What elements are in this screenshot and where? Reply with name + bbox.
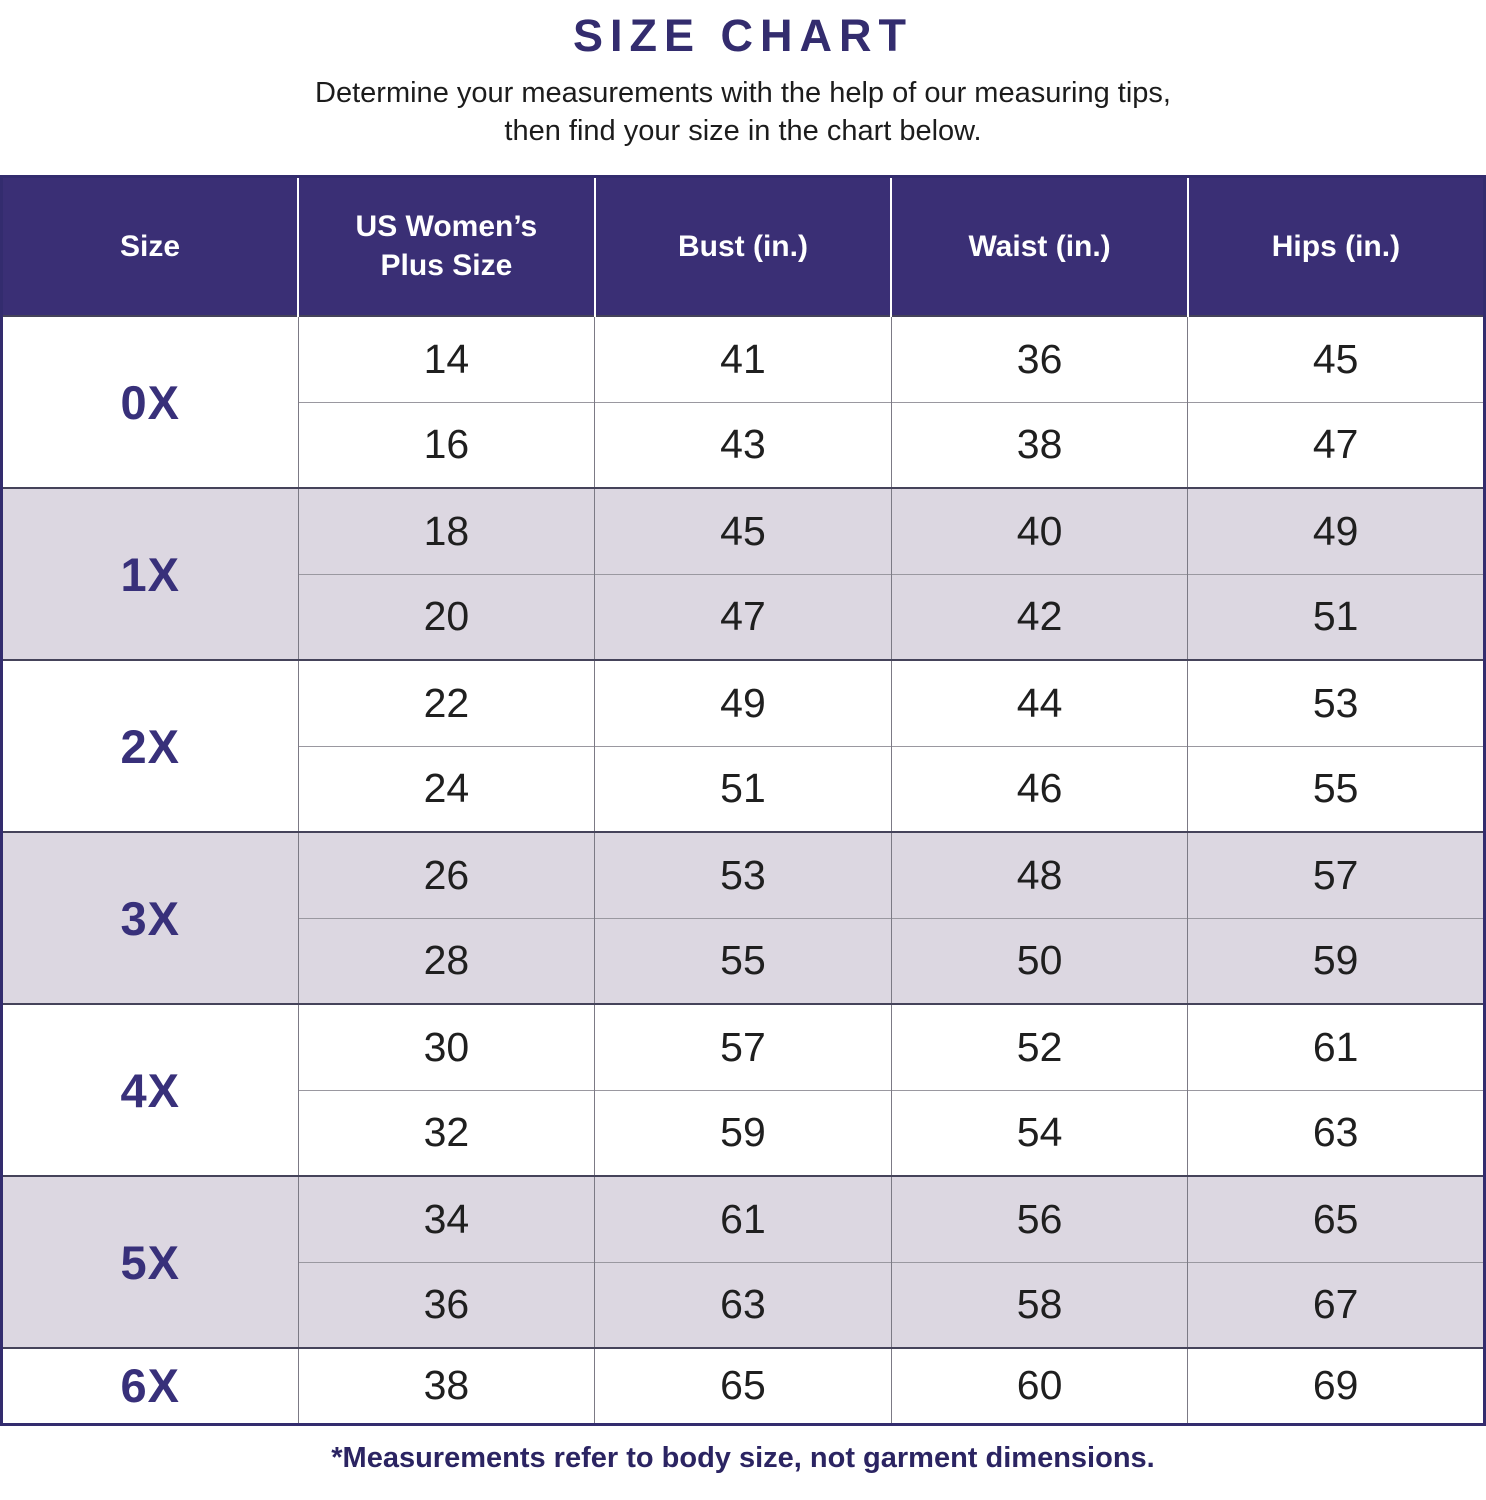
measurement-value-cell: 47 bbox=[594, 573, 892, 661]
measurement-value-cell: 34 bbox=[297, 1175, 595, 1263]
measurement-value-cell: 36 bbox=[297, 1261, 595, 1349]
measurement-value-cell: 49 bbox=[594, 659, 892, 747]
measurement-value-cell: 49 bbox=[1187, 487, 1485, 575]
table-row: 20 47 42 51 bbox=[2, 573, 1485, 661]
measurement-value-cell: 59 bbox=[594, 1089, 892, 1177]
column-header-hips: Hips (in.) bbox=[1187, 176, 1485, 317]
measurement-value-cell: 55 bbox=[594, 917, 892, 1005]
table-body: 0X 14 41 36 45 16 43 38 47 1X 18 45 40 49 20 47 42 51 2X 22… bbox=[1, 315, 1485, 1425]
measurement-value-cell: 32 bbox=[297, 1089, 595, 1177]
table-row: 2X 22 49 44 53 bbox=[1, 659, 1485, 833]
size-chart-table: Size US Women’s Plus Size Bust (in.) Wai… bbox=[0, 174, 1486, 1426]
measurement-value-cell: 61 bbox=[594, 1175, 892, 1263]
measurement-value-cell: 45 bbox=[1187, 315, 1485, 403]
size-group-label: 0X bbox=[1, 315, 299, 489]
measurement-value-cell: 59 bbox=[1187, 917, 1485, 1005]
table-row: 1X 18 45 40 49 bbox=[1, 487, 1485, 661]
table-row: 32 59 54 63 bbox=[2, 1089, 1485, 1177]
table-row: 28 55 50 59 bbox=[2, 917, 1485, 1005]
measurement-value-cell: 52 bbox=[890, 1003, 1188, 1091]
measurement-value-cell: 43 bbox=[594, 401, 892, 489]
measurement-value-cell: 28 bbox=[297, 917, 595, 1005]
size-group-label: 3X bbox=[1, 831, 299, 1005]
size-group-label: 1X bbox=[1, 487, 299, 661]
size-group-label: 2X bbox=[1, 659, 299, 833]
measurement-value-cell: 30 bbox=[297, 1003, 595, 1091]
measurement-value-cell: 63 bbox=[594, 1261, 892, 1349]
measurement-value-cell: 54 bbox=[890, 1089, 1188, 1177]
measurement-value-cell: 18 bbox=[297, 487, 595, 575]
page-title: SIZE CHART bbox=[573, 10, 913, 61]
measurement-value-cell: 63 bbox=[1187, 1089, 1485, 1177]
measurement-value-cell: 41 bbox=[594, 315, 892, 403]
measurement-value-cell: 53 bbox=[1187, 659, 1485, 747]
subtitle-line-1: Determine your measurements with the hel… bbox=[315, 77, 1171, 109]
measurement-value-cell: 51 bbox=[1187, 573, 1485, 661]
measurement-value-cell: 46 bbox=[890, 745, 1188, 833]
measurement-value-cell: 26 bbox=[297, 831, 595, 919]
measurement-value-cell: 42 bbox=[890, 573, 1188, 661]
size-group-label: 6X bbox=[1, 1347, 299, 1425]
size-group-label: 4X bbox=[1, 1003, 299, 1177]
measurement-value-cell: 38 bbox=[890, 401, 1188, 489]
measurement-value-cell: 69 bbox=[1187, 1347, 1485, 1425]
size-group-label: 5X bbox=[1, 1175, 299, 1349]
measurement-value-cell: 67 bbox=[1187, 1261, 1485, 1349]
footnote: *Measurements refer to body size, not ga… bbox=[331, 1441, 1155, 1474]
measurement-value-cell: 36 bbox=[890, 315, 1188, 403]
measurement-value-cell: 55 bbox=[1187, 745, 1485, 833]
measurement-value-cell: 50 bbox=[890, 917, 1188, 1005]
measurement-value-cell: 48 bbox=[890, 831, 1188, 919]
column-header-bust: Bust (in.) bbox=[594, 176, 893, 317]
measurement-value-cell: 51 bbox=[594, 745, 892, 833]
measurement-value-cell: 24 bbox=[297, 745, 595, 833]
table-row: 3X 26 53 48 57 bbox=[1, 831, 1485, 1005]
column-header-waist: Waist (in.) bbox=[891, 176, 1189, 317]
measurement-value-cell: 38 bbox=[297, 1347, 595, 1425]
measurement-value-cell: 57 bbox=[594, 1003, 892, 1091]
measurement-value-cell: 65 bbox=[594, 1347, 892, 1425]
measurement-value-cell: 60 bbox=[890, 1347, 1188, 1425]
measurement-value-cell: 61 bbox=[1187, 1003, 1485, 1091]
measurement-value-cell: 40 bbox=[890, 487, 1188, 575]
column-header-size: Size bbox=[1, 176, 300, 317]
measurement-value-cell: 57 bbox=[1187, 831, 1485, 919]
measurement-value-cell: 45 bbox=[594, 487, 892, 575]
table-row: 24 51 46 55 bbox=[2, 745, 1485, 833]
measurement-value-cell: 16 bbox=[297, 401, 595, 489]
measurement-value-cell: 47 bbox=[1187, 401, 1485, 489]
column-header-plus-size: US Women’s Plus Size bbox=[298, 176, 596, 317]
measurement-value-cell: 58 bbox=[890, 1261, 1188, 1349]
measurement-value-cell: 53 bbox=[594, 831, 892, 919]
measurement-value-cell: 56 bbox=[890, 1175, 1188, 1263]
measurement-value-cell: 65 bbox=[1187, 1175, 1485, 1263]
measurement-value-cell: 22 bbox=[297, 659, 595, 747]
measurement-value-cell: 14 bbox=[297, 315, 595, 403]
table-header-row: Size US Women’s Plus Size Bust (in.) Wai… bbox=[1, 176, 1485, 317]
subtitle-line-2: then find your size in the chart below. bbox=[504, 115, 982, 148]
table-row: 16 43 38 47 bbox=[2, 401, 1485, 489]
table-row: 6X 38 65 60 69 bbox=[1, 1347, 1485, 1425]
measurement-value-cell: 20 bbox=[297, 573, 595, 661]
table-row: 36 63 58 67 bbox=[2, 1261, 1485, 1349]
table-header: Size US Women’s Plus Size Bust (in.) Wai… bbox=[1, 176, 1485, 317]
table-row: 0X 14 41 36 45 bbox=[1, 315, 1485, 489]
table-row: 5X 34 61 56 65 bbox=[1, 1175, 1485, 1349]
measurement-value-cell: 44 bbox=[890, 659, 1188, 747]
table-row: 4X 30 57 52 61 bbox=[1, 1003, 1485, 1177]
